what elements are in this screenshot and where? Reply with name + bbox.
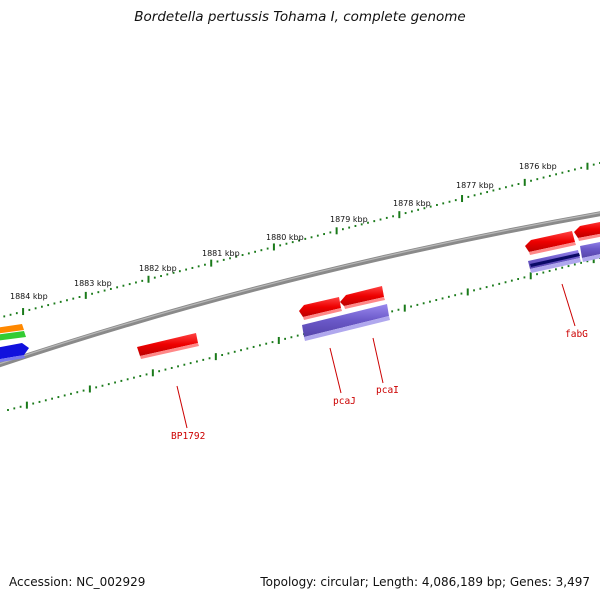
feature-bar-purple-right [580, 242, 600, 262]
gene-arrow-blue [0, 343, 29, 360]
gene-labels: BP1792 pcaJ pcaI fabG [171, 329, 588, 442]
genome-backbone-highlight [0, 212, 600, 365]
gene-pcaj [299, 297, 342, 320]
gene-fabg [525, 231, 576, 255]
gene-arrow-red-right [574, 222, 600, 241]
gene-arrow-green [0, 331, 26, 341]
genome-summary-text: Topology: circular; Length: 4,086,189 bp… [260, 575, 590, 589]
gene-label: pcaI [376, 385, 399, 396]
gene-arrow-orange [0, 324, 24, 334]
gene-label: BP1792 [171, 431, 205, 442]
scale-labels: 1884 kbp 1883 kbp 1882 kbp 1881 kbp 1880… [10, 162, 557, 301]
label-leaders [176, 283, 576, 429]
scale-label: 1882 kbp [139, 264, 177, 273]
scale-label: 1876 kbp [519, 162, 557, 171]
outer-scale-ring [3, 162, 600, 318]
genome-backbone [0, 211, 600, 368]
scale-label: 1879 kbp [330, 215, 368, 224]
gene-label: pcaJ [333, 396, 356, 407]
scale-label: 1884 kbp [10, 292, 48, 301]
feature-bar-navy [528, 250, 581, 273]
scale-label: 1877 kbp [456, 181, 494, 190]
scale-label: 1878 kbp [393, 199, 431, 208]
feature-stack-left [0, 324, 29, 363]
gene-arrow-blue-shadow [0, 355, 25, 363]
gene-pcai [340, 286, 385, 309]
gene-label: fabG [565, 329, 588, 340]
gene-bp1792 [137, 333, 199, 359]
map-title: Bordetella pertussis Tohama I, complete … [134, 9, 466, 25]
scale-label: 1883 kbp [74, 279, 112, 288]
scale-label: 1881 kbp [202, 249, 240, 258]
accession-text: Accession: NC_002929 [9, 575, 146, 589]
feature-bar-purple-pca [302, 304, 390, 341]
scale-label: 1880 kbp [266, 233, 304, 242]
